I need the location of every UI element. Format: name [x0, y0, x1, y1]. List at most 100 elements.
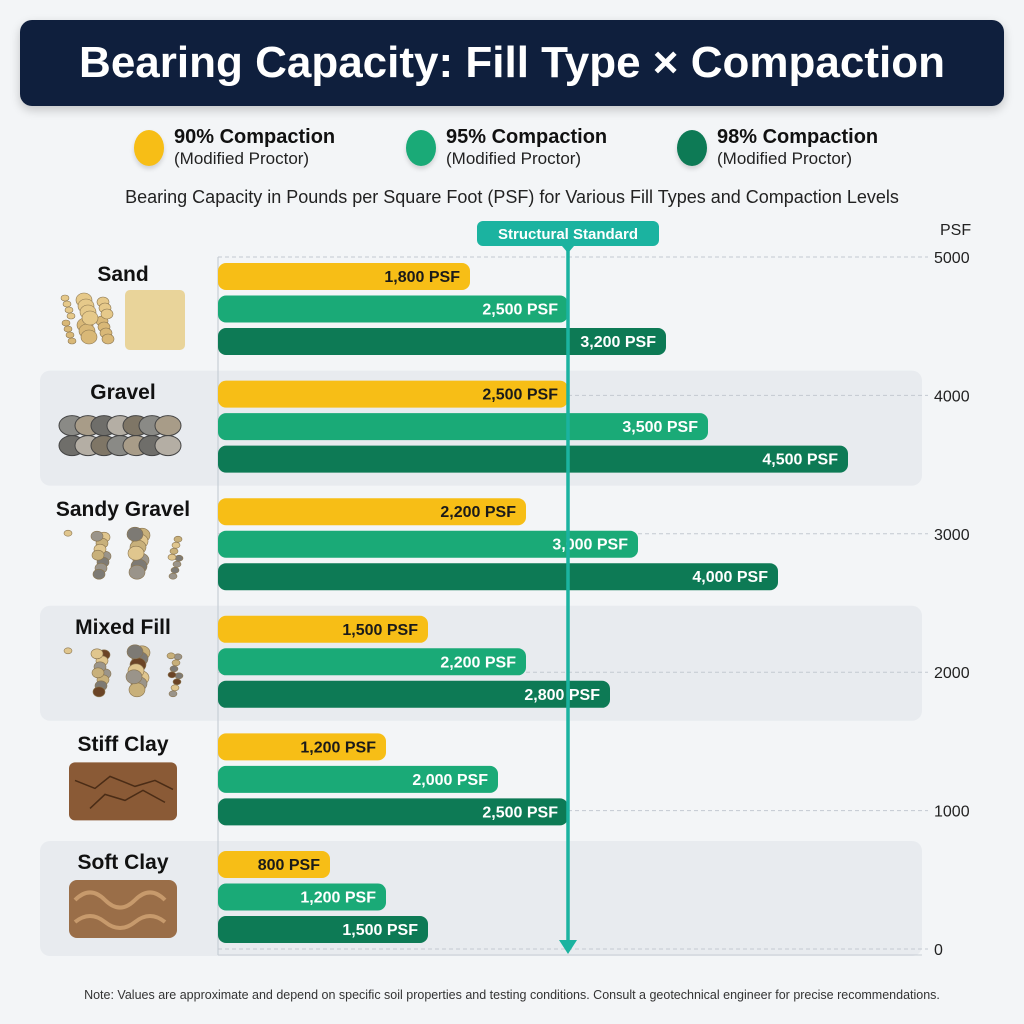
- pebble: [91, 667, 105, 679]
- sand-icon: [60, 290, 185, 350]
- legend-sublabel: (Modified Proctor): [174, 149, 310, 168]
- pebble: [67, 337, 77, 345]
- bar-data-label: 1,200 PSF: [300, 890, 376, 907]
- category-label: Soft Clay: [77, 851, 169, 874]
- bar-data-label: 4,500 PSF: [762, 452, 838, 469]
- bar: [218, 851, 330, 878]
- soft-clay-icon: [69, 880, 177, 938]
- pebble: [128, 564, 146, 580]
- reference-line-label: Structural Standard: [498, 226, 638, 243]
- page-title: Bearing Capacity: Fill Type × Compaction: [20, 20, 1004, 106]
- pebble: [91, 549, 105, 561]
- stone: [154, 435, 182, 457]
- category-label: Sandy Gravel: [55, 498, 191, 522]
- legend-label: 98% Compaction: [717, 126, 879, 148]
- bar: [218, 563, 778, 591]
- clay-waves: [73, 890, 167, 930]
- pebble: [126, 644, 144, 660]
- pebble: [63, 529, 73, 537]
- bar-data-label: 1,200 PSF: [300, 739, 376, 756]
- pebble: [60, 294, 70, 302]
- pebble: [169, 665, 179, 673]
- legend-item-90: 90% Compaction (Modified Proctor): [134, 126, 335, 169]
- pebble: [171, 541, 181, 549]
- pebble: [100, 308, 114, 320]
- bar: [218, 883, 386, 911]
- sand-patch: [125, 290, 185, 350]
- reference-line-badge: [477, 221, 659, 246]
- bar-data-label: 3,200 PSF: [580, 334, 656, 351]
- axis-tick-label: 0: [934, 942, 943, 959]
- axis-tick-label: 1000: [934, 804, 970, 821]
- pebble: [90, 530, 104, 542]
- bar: [218, 445, 848, 473]
- pebble: [127, 545, 145, 561]
- pebble: [173, 535, 183, 543]
- pebble: [168, 572, 178, 580]
- bar-data-label: 1,800 PSF: [384, 269, 460, 286]
- category-label: Stiff Clay: [77, 733, 169, 757]
- bar: [218, 798, 568, 826]
- footnote: Note: Values are approximate and depend …: [84, 988, 940, 1002]
- bar-data-label: 2,200 PSF: [440, 504, 516, 521]
- bar-data-label: 3,000 PSF: [552, 537, 628, 554]
- pebble: [65, 331, 75, 339]
- pebble: [167, 553, 177, 561]
- pebble: [171, 659, 181, 667]
- pebble: [172, 678, 182, 686]
- pebble: [166, 652, 176, 660]
- bar-data-label: 2,800 PSF: [524, 687, 600, 704]
- bar: [218, 648, 526, 676]
- pebble: [63, 647, 73, 655]
- pebble: [62, 300, 72, 308]
- gravel-icon: [58, 415, 182, 457]
- pebble: [61, 319, 71, 327]
- pebble: [64, 306, 74, 314]
- chart-subtitle: Bearing Capacity in Pounds per Square Fo…: [125, 187, 899, 207]
- pebble: [128, 682, 146, 698]
- legend-item-95: 95% Compaction (Modified Proctor): [406, 126, 607, 169]
- pebble: [125, 669, 143, 685]
- bar: [218, 295, 568, 323]
- bar-data-label: 1,500 PSF: [342, 622, 418, 639]
- pebble: [169, 547, 179, 555]
- clay-patch: [69, 762, 177, 821]
- bar-data-label: 4,000 PSF: [692, 569, 768, 586]
- pebble: [173, 653, 183, 661]
- bar-data-label: 2,500 PSF: [482, 387, 558, 404]
- pebble: [90, 648, 104, 660]
- bar: [218, 916, 428, 943]
- cracks: [74, 775, 174, 809]
- bar: [218, 733, 386, 761]
- category-label: Gravel: [90, 380, 156, 404]
- pebble: [170, 684, 180, 692]
- bar-data-label: 2,000 PSF: [412, 772, 488, 789]
- legend-label: 90% Compaction: [174, 126, 336, 148]
- legend-swatch: [134, 129, 164, 166]
- bar-data-label: 3,500 PSF: [622, 419, 698, 436]
- bar: [218, 530, 638, 558]
- sandy-gravel-icon: [63, 526, 184, 580]
- axis-tick-label: 4000: [934, 388, 970, 405]
- bar-data-label: 2,500 PSF: [482, 302, 558, 319]
- legend-label: 95% Compaction: [446, 126, 608, 148]
- pebble: [170, 566, 180, 574]
- pebble: [66, 312, 76, 320]
- category-label: Sand: [97, 263, 149, 286]
- legend-sublabel: (Modified Proctor): [446, 149, 582, 168]
- bar-data-label: 2,200 PSF: [440, 654, 516, 671]
- pebble: [63, 325, 73, 333]
- bar: [218, 498, 526, 526]
- pebble: [172, 560, 182, 568]
- bar: [218, 263, 470, 290]
- pebble: [101, 333, 115, 345]
- bar: [218, 380, 568, 408]
- arrow-down-icon: [559, 940, 577, 954]
- legend-sublabel: (Modified Proctor): [717, 149, 853, 168]
- stiff-clay-icon: [69, 762, 177, 821]
- bar: [218, 328, 666, 355]
- legend-swatch: [406, 129, 436, 166]
- legend-swatch: [677, 129, 707, 166]
- bar-data-label: 800 PSF: [258, 857, 320, 874]
